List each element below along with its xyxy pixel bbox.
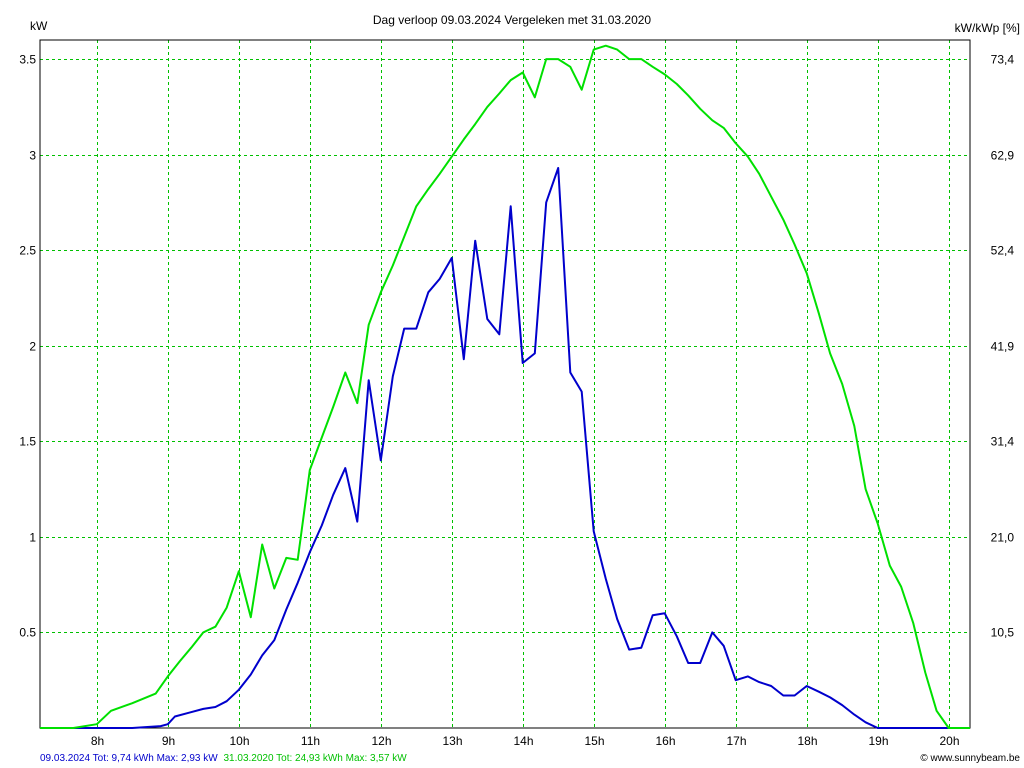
x-tick-label: 18h xyxy=(797,734,817,748)
y-axis-right-ticks: 10,5 21,0 31,4 41,9 52,4 62,9 73,4 xyxy=(991,53,1015,640)
y-right-tick-label: 62,9 xyxy=(991,149,1015,163)
y-right-tick-label: 10,5 xyxy=(991,626,1015,640)
legend-series-1: 09.03.2024 Tot: 9,74 kWh Max: 2,93 kW xyxy=(40,753,218,764)
series-lines xyxy=(40,44,970,729)
legend-series-2: 31.03.2020 Tot: 24,93 kWh Max: 3,57 kW xyxy=(223,753,407,764)
y-left-tick-label: 0.5 xyxy=(19,626,36,640)
x-tick-label: 17h xyxy=(726,734,746,748)
plot-frame xyxy=(39,39,971,729)
chart-title: Dag verloop 09.03.2024 Vergeleken met 31… xyxy=(373,13,652,27)
y-right-tick-label: 41,9 xyxy=(991,340,1015,354)
x-tick-label: 9h xyxy=(162,734,175,748)
x-tick-label: 14h xyxy=(513,734,533,748)
x-tick-label: 20h xyxy=(939,734,959,748)
y-right-tick-label: 31,4 xyxy=(991,435,1015,449)
y-axis-left-label: kW xyxy=(30,19,48,33)
copyright-text: © www.sunnybeam.be xyxy=(920,753,1020,764)
x-tick-label: 12h xyxy=(371,734,391,748)
x-tick-label: 11h xyxy=(301,734,320,748)
x-tick-label: 8h xyxy=(91,734,104,748)
y-left-tick-label: 3 xyxy=(29,149,36,163)
footer-legend: 09.03.2024 Tot: 9,74 kWh Max: 2,93 kW 31… xyxy=(40,753,407,764)
y-axis-right-label: kW/kWp [%] xyxy=(955,21,1020,35)
y-left-tick-label: 1.5 xyxy=(19,435,36,449)
y-right-tick-label: 73,4 xyxy=(991,53,1015,67)
y-left-tick-label: 1 xyxy=(29,531,36,545)
series-line-2 xyxy=(40,44,970,729)
grid-lines xyxy=(40,40,970,728)
x-tick-label: 19h xyxy=(868,734,888,748)
x-tick-label: 10h xyxy=(229,734,249,748)
x-tick-label: 16h xyxy=(655,734,675,748)
y-right-tick-label: 21,0 xyxy=(991,531,1015,545)
y-axis-left-ticks: 0.5 1 1.5 2 2.5 3 3.5 xyxy=(19,53,36,640)
y-left-tick-label: 2 xyxy=(29,340,36,354)
x-tick-label: 15h xyxy=(584,734,604,748)
x-axis-ticks: 8h 9h 10h 11h 12h 13h 14h 15h 16h 17h 18h 19h 20h xyxy=(91,734,960,748)
y-left-tick-label: 2.5 xyxy=(19,244,36,258)
series-line-1 xyxy=(40,167,970,729)
y-right-tick-label: 52,4 xyxy=(991,244,1015,258)
x-tick-label: 13h xyxy=(442,734,462,748)
y-left-tick-label: 3.5 xyxy=(19,53,36,67)
